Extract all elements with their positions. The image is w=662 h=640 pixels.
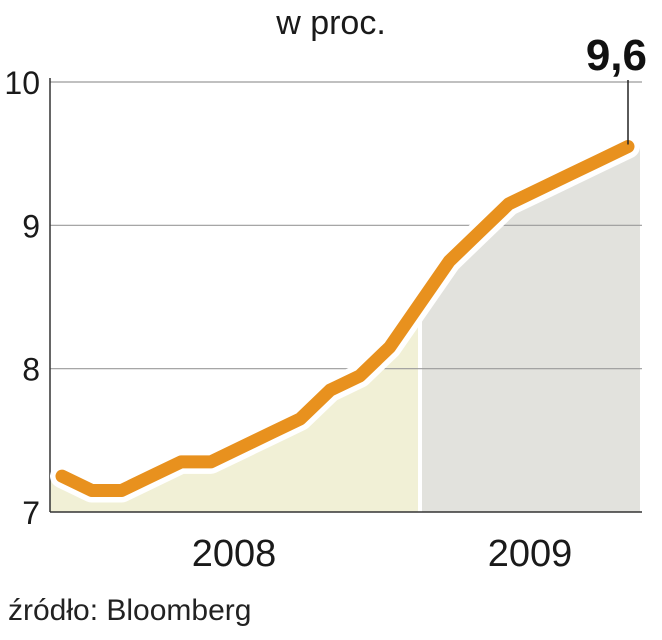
series-line xyxy=(55,140,635,497)
chart-labels: 7 8 9 10 9,6 2008 2009 xyxy=(4,31,647,575)
end-value-label: 9,6 xyxy=(586,31,647,80)
axis-lines xyxy=(49,78,642,513)
area-fill-2008 xyxy=(50,306,418,512)
source-note: źródło: Bloomberg xyxy=(8,594,252,627)
y-tick-label: 10 xyxy=(4,65,40,101)
x-year-label-2009: 2009 xyxy=(488,533,573,575)
series-line-group xyxy=(50,80,640,503)
y-tick-label: 7 xyxy=(22,495,40,531)
area-fills xyxy=(50,146,640,512)
gridlines xyxy=(50,81,642,370)
chart-subtitle: w proc. xyxy=(276,4,386,42)
x-year-label-2008: 2008 xyxy=(192,533,277,575)
y-tick-label: 8 xyxy=(22,352,40,388)
y-tick-label: 9 xyxy=(22,208,40,244)
